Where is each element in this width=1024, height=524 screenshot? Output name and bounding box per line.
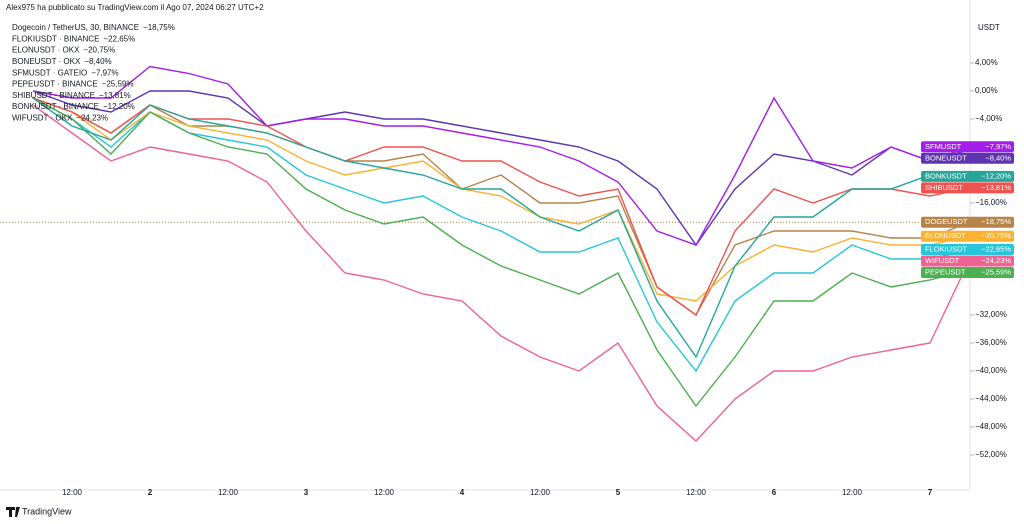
- price-tag-bg: [921, 230, 1014, 242]
- y-tick-label: −48,00%: [975, 422, 1007, 431]
- legend-label: FLOKIUSDT · BINANCE: [12, 34, 99, 43]
- price-tag-bg: [921, 216, 1014, 228]
- price-tag-bg: [921, 244, 1014, 256]
- series-line: [32, 65, 970, 246]
- price-tag: WIFUSDT −24,23%: [921, 255, 1014, 267]
- legend-label: SFMUSDT · GATEIO: [12, 68, 87, 77]
- price-tag: PEPEUSDT −25,59%: [921, 267, 1014, 279]
- y-tick-label: −16,00%: [975, 198, 1007, 207]
- y-tick-label: −44,00%: [975, 394, 1007, 403]
- y-unit: USDT: [978, 23, 1000, 32]
- price-tag-name: FLOKIUSDT: [925, 245, 968, 254]
- price-tag: FLOKIUSDT −22,65%: [921, 244, 1014, 256]
- legend-value: −22,65%: [103, 34, 135, 43]
- y-tick-label: −52,00%: [975, 450, 1007, 459]
- series-line: [32, 97, 970, 302]
- price-tag-bg: [921, 182, 1014, 194]
- price-tag: SHIBUSDT −13,81%: [921, 182, 1014, 194]
- series-line: [32, 97, 970, 408]
- price-tag-bg: [921, 152, 1014, 164]
- y-tick-label: 4,00%: [975, 58, 998, 67]
- legend-value: −8,40%: [84, 57, 111, 66]
- price-tag: BONEUSDT −8,40%: [921, 152, 1014, 164]
- x-tick-label: 12:00: [218, 488, 239, 497]
- y-tick-label: −32,00%: [975, 310, 1007, 319]
- price-tag-bg: [921, 170, 1014, 182]
- series-line: [32, 104, 970, 442]
- x-tick-label: 6: [772, 488, 777, 497]
- x-tick-label: 12:00: [842, 488, 863, 497]
- legend-label: SHIBUSDT · BINANCE: [12, 91, 95, 100]
- price-tag-name: PEPEUSDT: [925, 268, 966, 277]
- price-tag-name: ELONUSDT: [925, 231, 966, 240]
- price-tag-value: −24,23%: [981, 256, 1011, 265]
- legend-label: WIFUSDT · OKX: [12, 114, 73, 123]
- legend-value: −20,75%: [83, 46, 115, 55]
- x-tick-label: 4: [460, 488, 465, 497]
- price-tag-bg: [921, 255, 1014, 267]
- series-line: [32, 97, 970, 373]
- price-tag-value: −22,65%: [981, 245, 1011, 254]
- legend-label: BONKUSDT · BINANCE: [12, 102, 99, 111]
- x-tick-label: 12:00: [530, 488, 551, 497]
- price-tag-value: −8,40%: [985, 153, 1011, 162]
- x-tick-label: 7: [928, 488, 933, 497]
- legend-value: −24,23%: [76, 114, 108, 123]
- x-tick-label: 12:00: [374, 488, 395, 497]
- price-tag-value: −20,75%: [981, 231, 1011, 240]
- price-tag-bg: [921, 267, 1014, 279]
- legend-value: −12,20%: [103, 102, 135, 111]
- price-tag-value: −12,20%: [981, 171, 1011, 180]
- price-tag: ELONUSDT −20,75%: [921, 230, 1014, 242]
- footer: TradingView: [22, 506, 72, 516]
- legend-label: Dogecoin / TetherUS, 30, BINANCE: [12, 23, 139, 32]
- legend-value: −13,81%: [99, 91, 131, 100]
- y-tick-label: 0,00%: [975, 86, 998, 95]
- price-tag-value: −18,75%: [981, 217, 1011, 226]
- y-tick-label: −40,00%: [975, 366, 1007, 375]
- price-tag: DOGEUSDT −18,75%: [921, 216, 1014, 228]
- price-tag-name: SFMUSDT: [925, 142, 962, 151]
- price-tag-value: −25,59%: [981, 268, 1011, 277]
- legend-value: −18,75%: [143, 23, 175, 32]
- legend-value: −25,59%: [102, 80, 134, 89]
- price-tag-name: BONEUSDT: [925, 153, 967, 162]
- price-tag-value: −13,81%: [981, 183, 1011, 192]
- price-tag-value: −7,97%: [985, 142, 1011, 151]
- series-line: [32, 97, 970, 359]
- price-tag: SFMUSDT −7,97%: [921, 141, 1014, 153]
- x-tick-label: 2: [148, 488, 153, 497]
- x-tick-label: 5: [616, 488, 621, 497]
- price-tag-name: WIFUSDT: [925, 256, 960, 265]
- y-tick-label: −4,00%: [975, 114, 1002, 123]
- price-tag-name: BONKUSDT: [925, 171, 967, 180]
- x-tick-label: 12:00: [686, 488, 707, 497]
- legend-label: PEPEUSDT · BINANCE: [12, 80, 98, 89]
- legend-value: −7,97%: [91, 68, 118, 77]
- legend-label: BONEUSDT · OKX: [12, 57, 81, 66]
- price-tag-name: DOGEUSDT: [925, 217, 968, 226]
- y-tick-label: −36,00%: [975, 338, 1007, 347]
- price-tag-bg: [921, 141, 1014, 153]
- legend-label: ELONUSDT · OKX: [12, 46, 80, 55]
- price-tag: BONKUSDT −12,20%: [921, 170, 1014, 182]
- x-tick-label: 12:00: [62, 488, 83, 497]
- header: Alex975 ha pubblicato su TradingView.com…: [6, 3, 264, 12]
- x-tick-label: 3: [304, 488, 309, 497]
- logo: [6, 507, 20, 517]
- price-tag-name: SHIBUSDT: [925, 183, 963, 192]
